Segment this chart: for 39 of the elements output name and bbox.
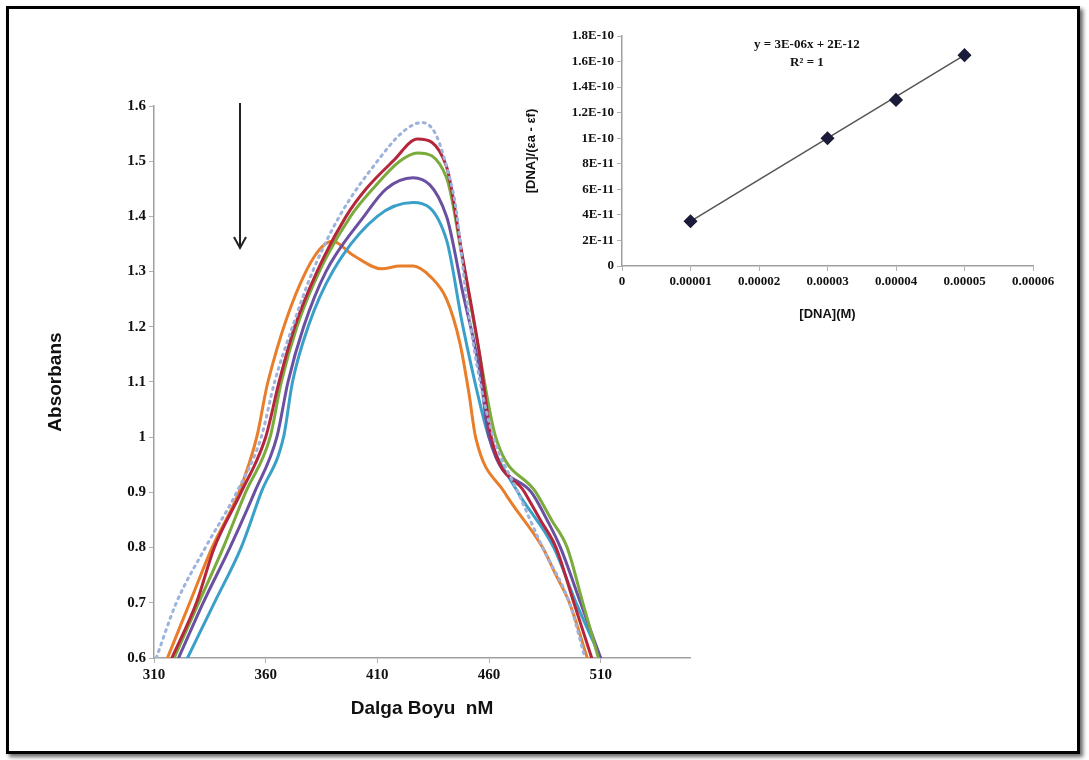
- y-tick-label: 4E-11: [582, 206, 614, 222]
- y-tick-label: 1.6: [127, 96, 147, 113]
- x-tick-label: 460: [477, 665, 501, 682]
- y-tick-label: 1.2: [127, 317, 146, 334]
- y-tick-label: 1.1: [127, 372, 146, 389]
- x-tick-label: 0: [618, 273, 626, 289]
- x-tick-label: 0.00005: [943, 273, 987, 289]
- y-tick-label: 0.9: [127, 483, 146, 500]
- y-tick-label: 1.4: [127, 207, 147, 224]
- x-tick-label: 0.00002: [737, 273, 781, 289]
- y-tick-label: 0: [607, 257, 614, 273]
- y-tick-label: 2E-11: [582, 231, 614, 247]
- x-tick-label: 0.00004: [874, 273, 918, 289]
- y-tick-label: 1E-10: [581, 129, 614, 145]
- x-tick-label: 0.00006: [1011, 273, 1055, 289]
- x-tick-label: 360: [254, 665, 277, 682]
- x-tick-label: 510: [589, 665, 612, 682]
- x-axis-title: [DNA](M): [799, 305, 856, 321]
- y-axis-title: Absorbans: [43, 332, 65, 432]
- y-tick-label: 1.3: [127, 262, 146, 279]
- y-tick-label: 1.5: [127, 152, 146, 169]
- x-tick-label: 0.00003: [806, 273, 850, 289]
- y-tick-label: 1: [138, 428, 146, 445]
- x-tick-label: 0.00001: [669, 273, 712, 289]
- y-axis-title: [DNA]/(εa - εf): [523, 108, 539, 194]
- y-tick-label: 1.8E-10: [571, 27, 614, 43]
- x-axis-title: Dalga Boyu nM: [350, 696, 494, 718]
- x-tick-label: 310: [142, 665, 166, 682]
- y-tick-label: 6E-11: [582, 180, 614, 196]
- y-tick-label: 1.2E-10: [571, 104, 614, 120]
- annotation: y = 3E-06x + 2E-12: [754, 35, 860, 51]
- y-tick-label: 1.6E-10: [571, 52, 614, 68]
- y-tick-label: 1.4E-10: [571, 78, 614, 94]
- annotation: R² = 1: [790, 53, 824, 69]
- x-tick-label: 410: [366, 665, 389, 682]
- y-tick-label: 0.7: [127, 593, 147, 610]
- y-tick-label: 0.6: [127, 648, 147, 665]
- y-tick-label: 8E-11: [582, 155, 614, 171]
- y-tick-label: 0.8: [127, 538, 146, 555]
